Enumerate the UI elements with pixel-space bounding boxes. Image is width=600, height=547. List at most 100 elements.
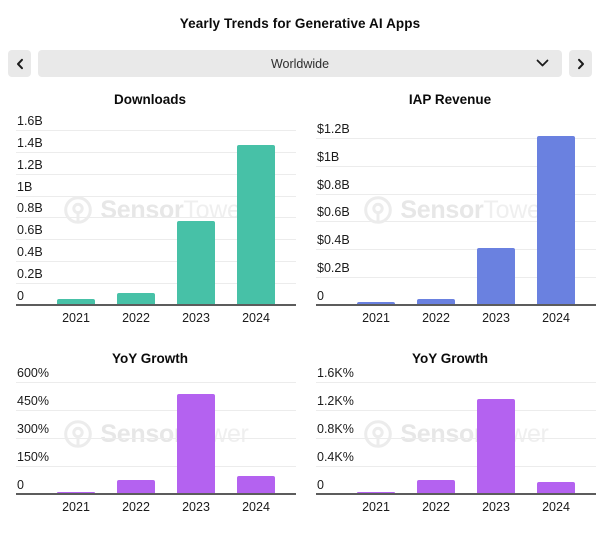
bar-2022[interactable]	[417, 299, 455, 304]
x-axis-tick-label: 2022	[122, 500, 150, 514]
gridline	[16, 382, 296, 383]
bar-2023[interactable]	[477, 398, 515, 493]
gridline	[316, 166, 596, 167]
chart-yoy-growth: YoY Growth SensorTower 600% 450% 300% 150% 0 20…	[0, 344, 300, 514]
chevron-left-icon	[16, 58, 23, 69]
y-axis-tick-label: 0.8B	[17, 201, 43, 215]
x-axis-tick-label: 2022	[422, 500, 450, 514]
bar-2024[interactable]	[237, 476, 275, 493]
bar-2023[interactable]	[177, 394, 215, 493]
bars-group	[46, 373, 286, 493]
gridline	[316, 277, 596, 278]
chart-title: Downloads	[113, 92, 186, 107]
x-axis-tick-label: 2021	[362, 500, 390, 514]
bar-2021[interactable]	[57, 491, 95, 493]
gridline	[16, 130, 296, 131]
gridline	[16, 410, 296, 411]
y-axis-tick-label: $1B	[317, 150, 340, 164]
bar-2023[interactable]	[477, 248, 515, 304]
x-axis-labels: 2021 2022 2023 2024	[46, 311, 286, 325]
chevron-right-icon	[577, 58, 584, 69]
x-axis-tick-label: 2023	[182, 500, 210, 514]
gridline	[16, 466, 296, 467]
plot-area: SensorTower 1.6K% 1.2K% 0.8K% 0.4K% 0	[316, 367, 596, 495]
y-axis-tick-label: 0.6B	[17, 223, 43, 237]
bar-2024[interactable]	[537, 481, 575, 493]
bar-2024[interactable]	[237, 145, 275, 304]
page-title: Yearly Trends for Generative AI Apps	[179, 16, 421, 31]
y-axis-tick-label: $0.4B	[317, 233, 350, 247]
bar-2021[interactable]	[57, 298, 95, 304]
gridline	[316, 466, 596, 467]
chart-title: YoY Growth	[111, 351, 188, 366]
region-select[interactable]: Worldwide	[38, 50, 562, 77]
y-axis-tick-label: $0.2B	[317, 261, 350, 275]
chart-title: IAP Revenue	[408, 92, 492, 107]
bar-2024[interactable]	[537, 135, 575, 304]
y-axis-tick-label: $1.2B	[317, 122, 350, 136]
gridline	[16, 438, 296, 439]
y-axis-tick-label: 1.2K%	[317, 394, 354, 408]
prev-region-button[interactable]	[8, 50, 31, 77]
y-axis-tick-label: 600%	[17, 366, 49, 380]
y-axis-tick-label: 0	[317, 478, 324, 492]
gridline	[16, 239, 296, 240]
chart-iap-revenue: IAP Revenue SensorTower $1.2B $1B $0.8B $0.6B…	[300, 85, 600, 325]
x-axis-line	[316, 304, 596, 306]
x-axis-line	[16, 304, 296, 306]
x-axis-labels: 2021 2022 2023 2024	[346, 311, 586, 325]
gridline	[16, 152, 296, 153]
y-axis-tick-label: 450%	[17, 394, 49, 408]
gridline	[316, 438, 596, 439]
x-axis-tick-label: 2022	[122, 311, 150, 325]
y-axis-tick-label: 0	[317, 289, 324, 303]
x-axis-tick-label: 2022	[422, 311, 450, 325]
next-region-button[interactable]	[569, 50, 592, 77]
gridline	[16, 261, 296, 262]
y-axis-tick-label: 150%	[17, 450, 49, 464]
y-axis-tick-label: 1B	[17, 180, 33, 194]
gridline	[16, 217, 296, 218]
x-axis-tick-label: 2021	[62, 311, 90, 325]
x-axis-tick-label: 2024	[242, 500, 270, 514]
y-axis-tick-label: 300%	[17, 422, 49, 436]
x-axis-tick-label: 2021	[62, 500, 90, 514]
x-axis-tick-label: 2024	[542, 500, 570, 514]
bars-group	[346, 114, 586, 304]
chart-yoy-growth: YoY Growth SensorTower 1.6K% 1.2K% 0.8K% 0.4K…	[300, 344, 600, 514]
gridline	[316, 249, 596, 250]
x-axis-tick-label: 2021	[362, 311, 390, 325]
y-axis-tick-label: 0	[17, 478, 24, 492]
x-axis-labels: 2021 2022 2023 2024	[346, 500, 586, 514]
x-axis-tick-label: 2023	[182, 311, 210, 325]
gridline	[316, 138, 596, 139]
y-axis-tick-label: $0.6B	[317, 205, 350, 219]
y-axis-tick-label: 0.4K%	[317, 450, 354, 464]
gridline	[316, 221, 596, 222]
bar-2021[interactable]	[357, 302, 395, 304]
y-axis-tick-label: 1.2B	[17, 158, 43, 172]
bar-2022[interactable]	[117, 293, 155, 304]
bar-2022[interactable]	[417, 480, 455, 493]
chart-downloads: Downloads SensorTower 1.6B 1.4B 1.2B 1B 0.8B 0.…	[0, 85, 300, 325]
plot-area: SensorTower 600% 450% 300% 150% 0	[16, 367, 296, 495]
dashboard: Yearly Trends for Generative AI Apps Wor…	[0, 16, 600, 547]
y-axis-tick-label: $0.8B	[317, 178, 350, 192]
bar-2021[interactable]	[357, 491, 395, 493]
x-axis-labels: 2021 2022 2023 2024	[46, 500, 286, 514]
region-controls: Worldwide	[8, 50, 592, 77]
gridline	[16, 283, 296, 284]
y-axis-tick-label: 1.4B	[17, 136, 43, 150]
y-axis-tick-label: 1.6B	[17, 114, 43, 128]
x-axis-line	[16, 493, 296, 495]
gridline	[16, 196, 296, 197]
bar-2022[interactable]	[117, 479, 155, 493]
y-axis-tick-label: 1.6K%	[317, 366, 354, 380]
region-select-value: Worldwide	[270, 56, 330, 71]
bars-group	[346, 373, 586, 493]
x-axis-tick-label: 2023	[482, 311, 510, 325]
bar-2023[interactable]	[177, 220, 215, 304]
charts-grid: Downloads SensorTower 1.6B 1.4B 1.2B 1B 0.8B 0.…	[0, 85, 600, 514]
chart-title: YoY Growth	[411, 351, 488, 366]
gridline	[316, 410, 596, 411]
